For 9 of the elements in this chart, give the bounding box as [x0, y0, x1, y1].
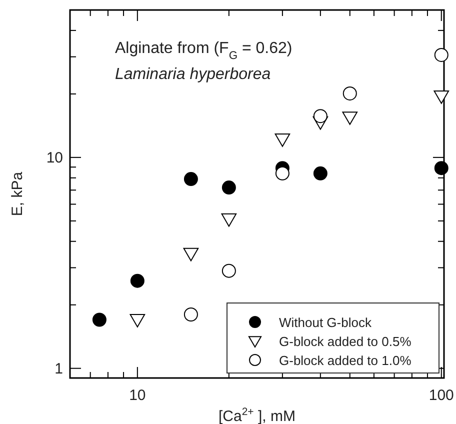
legend-label: G-block added to 0.5%: [279, 334, 412, 349]
legend-label: Without G-block: [279, 315, 372, 330]
annotation: Alginate from (F$_{G}$ = 0.62): [115, 40, 292, 62]
x-tick-label: 100: [428, 387, 454, 404]
annotation: Laminaria hyperborea: [115, 66, 271, 83]
y-tick-label: 1: [54, 360, 63, 378]
y-axis-title: E, kPa: [9, 171, 26, 216]
x-axis-title: [Ca$^{2+}$ ], mM: [218, 406, 296, 424]
legend-label: G-block added to 1.0%: [279, 353, 412, 368]
